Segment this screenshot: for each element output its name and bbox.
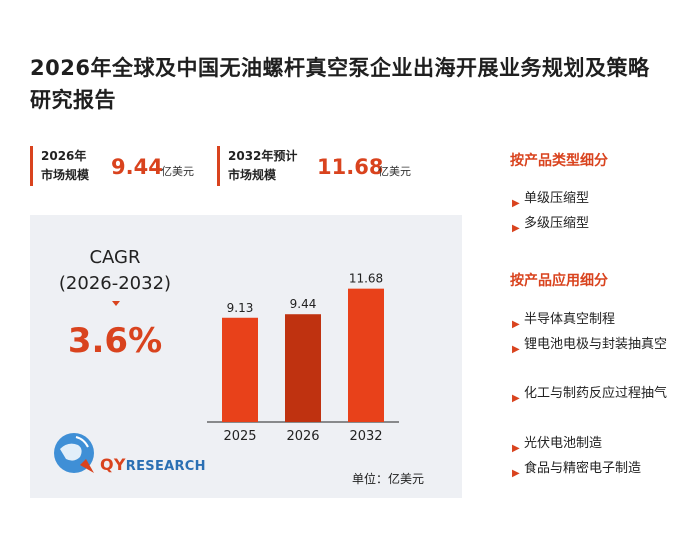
tick-label-2025: 2025 bbox=[223, 429, 256, 444]
bar-2026 bbox=[285, 314, 321, 422]
data-label-2032: 11.68 bbox=[349, 272, 383, 286]
stat-label: 2032年预计 市场规模 bbox=[228, 149, 298, 182]
list-item: ▶ 半导体真空制程 bbox=[510, 309, 685, 330]
globe-logo-icon bbox=[54, 433, 94, 473]
cagr-title: CAGR (2026-2032) bbox=[58, 247, 172, 294]
stat-label: 2026年 市场规模 bbox=[41, 149, 90, 182]
segment-heading-by-application: 按产品应用细分 bbox=[510, 273, 608, 289]
bar-2025 bbox=[222, 317, 258, 422]
cagr-value: 3.6% bbox=[67, 321, 163, 361]
list-item: ▶ 光伏电池制造 bbox=[510, 433, 685, 454]
chevron-right-icon: ▶ bbox=[512, 198, 520, 209]
chevron-right-icon: ▶ bbox=[512, 468, 520, 479]
data-label-2025: 9.13 bbox=[227, 301, 254, 315]
list-item: ▶ 单级压缩型 bbox=[510, 188, 685, 209]
list-item: ▶ 化工与制药反应过程抽气 bbox=[510, 383, 670, 404]
tick-label-2032: 2032 bbox=[349, 429, 382, 444]
tick-label-2026: 2026 bbox=[286, 429, 319, 444]
chevron-right-icon: ▶ bbox=[512, 443, 520, 454]
list-item: ▶ 食品与精密电子制造 bbox=[510, 458, 685, 479]
bar-chart: 9.13 2025 9.44 2026 11.68 2032 bbox=[207, 272, 399, 444]
chart-panel: CAGR (2026-2032) 3.6% QYRESEARCH 9.13 202… bbox=[30, 215, 462, 498]
data-label-2026: 9.44 bbox=[290, 297, 317, 311]
bar-2032 bbox=[348, 288, 384, 422]
list-item: ▶ 锂电池电极与封装抽真空 bbox=[510, 334, 670, 355]
chevron-right-icon: ▶ bbox=[512, 393, 520, 404]
list-item: ▶ 多级压缩型 bbox=[510, 213, 685, 234]
chevron-right-icon: ▶ bbox=[512, 223, 520, 234]
stat-value: 9.44 bbox=[111, 155, 163, 179]
stat-unit: 亿美元 bbox=[378, 165, 411, 178]
stat-value: 11.68 bbox=[317, 155, 384, 179]
page-title: 2026年全球及中国无油螺杆真空泵企业出海开展业务规划及策略研究报告 bbox=[30, 56, 650, 112]
segment-heading-by-type: 按产品类型细分 bbox=[510, 153, 608, 169]
chevron-right-icon: ▶ bbox=[512, 319, 520, 330]
cagr-arrow-icon bbox=[112, 301, 120, 306]
stat-2032-market-size: 2032年预计 市场规模 11.68 亿美元 bbox=[217, 146, 437, 186]
chevron-right-icon: ▶ bbox=[512, 344, 520, 355]
chart-unit-note: 单位：亿美元 bbox=[352, 472, 425, 486]
logo-wordmark: QYRESEARCH bbox=[100, 455, 206, 474]
stat-2026-market-size: 2026年 市场规模 9.44 亿美元 bbox=[30, 146, 210, 186]
stat-unit: 亿美元 bbox=[161, 165, 194, 178]
